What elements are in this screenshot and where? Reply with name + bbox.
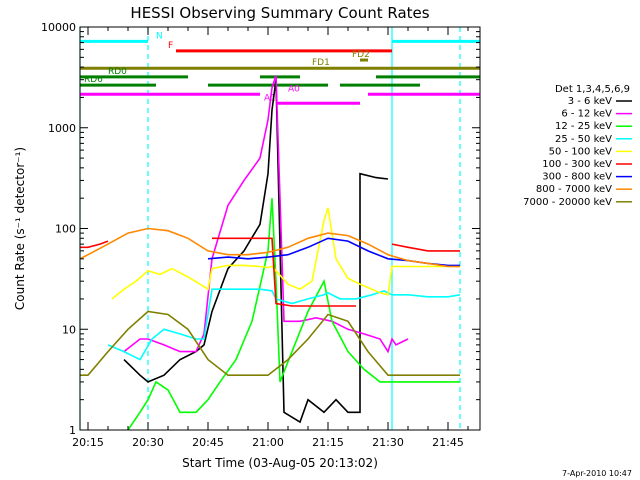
series-line-7	[80, 227, 460, 268]
legend-entry-7: 800 - 7000 keV	[536, 184, 612, 195]
annotation-label-f: F	[168, 41, 173, 51]
timestamp: 7-Apr-2010 10:47	[562, 469, 632, 478]
x-tick-label: 20:30	[132, 436, 164, 449]
annotation-label-fd1: FD1	[312, 58, 330, 68]
legend-entry-2: 12 - 25 keV	[555, 121, 612, 132]
annotation-label-fd2: FD2	[352, 50, 370, 60]
legend-title: Det 1,3,4,5,6,9	[555, 84, 630, 95]
series-line-2	[127, 198, 460, 430]
x-tick-label: 21:45	[432, 436, 464, 449]
series-line-5	[80, 237, 460, 307]
y-tick-label: 1000	[48, 122, 76, 135]
annotation-label-n: N	[156, 31, 163, 41]
legend-entry-8: 7000 - 20000 keV	[523, 197, 612, 208]
x-axis-label: Start Time (03-Aug-05 20:13:02)	[182, 456, 378, 470]
legend-entry-1: 6 - 12 keV	[561, 109, 612, 120]
series-line-0	[123, 79, 389, 424]
series-lines	[80, 75, 461, 430]
annotation-label-rd6: RD6	[84, 75, 103, 85]
x-tick-label: 21:00	[252, 436, 284, 449]
annotation-label-rd0: RD0	[108, 67, 127, 77]
y-tick-label: 100	[55, 223, 76, 236]
series-line-4	[111, 207, 460, 300]
series-line-1	[123, 75, 409, 354]
y-tick-label: 10	[62, 323, 76, 336]
legend-entry-6: 300 - 800 keV	[542, 172, 612, 183]
y-tick-label: 10000	[41, 21, 76, 34]
legend-entry-4: 50 - 100 keV	[549, 146, 613, 157]
axes: 20:15 20:30 20:45 21:00 21:15 21:30 21:45 1 10 10…	[41, 21, 480, 449]
y-tick-label: 1	[69, 424, 76, 437]
x-tick-label: 21:15	[312, 436, 344, 449]
x-tick-label: 20:15	[72, 436, 104, 449]
x-tick-label: 21:30	[372, 436, 404, 449]
x-tick-label: 20:45	[192, 436, 224, 449]
legend-entry-5: 100 - 300 keV	[542, 159, 612, 170]
y-axis-label: Count Rate (s⁻¹ detector⁻¹)	[13, 147, 27, 310]
legend-entry-3: 25 - 50 keV	[555, 134, 612, 145]
series-line-8	[80, 310, 460, 376]
annotation-label-a0: A0	[288, 84, 300, 94]
legend-entry-0: 3 - 6 keV	[568, 96, 612, 107]
chart-title: HESSI Observing Summary Count Rates	[130, 4, 429, 22]
